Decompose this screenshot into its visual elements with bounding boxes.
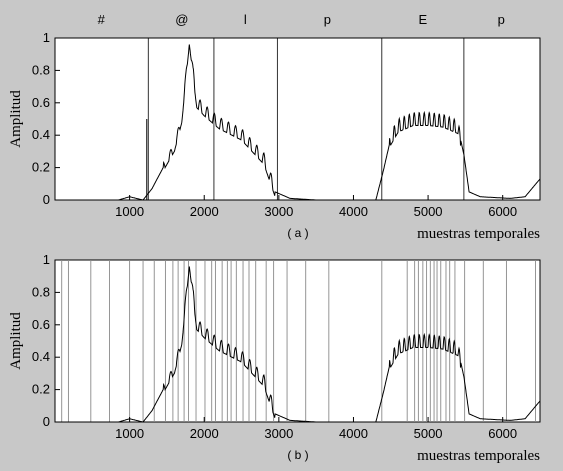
segment-boundaries-b bbox=[61, 260, 536, 422]
x-tick-label: 3000 bbox=[264, 426, 293, 441]
plot-area-b bbox=[54, 259, 541, 423]
x-axis-label-b: muestras temporales bbox=[417, 448, 540, 464]
x-tick-label: 1000 bbox=[115, 204, 144, 219]
panel-b: 1000 2000 3000 4000 5000 6000 00.20.40.60.81 … bbox=[8, 252, 541, 464]
segment-label: E bbox=[419, 12, 428, 27]
y-tick-label: 0.8 bbox=[32, 284, 50, 299]
panel-label-a: ( a ) bbox=[287, 226, 308, 240]
y-tick-label: 0.6 bbox=[32, 317, 50, 332]
y-tick-label: 0.4 bbox=[32, 349, 50, 364]
x-tick-label: 2000 bbox=[190, 426, 219, 441]
x-ticks-a: 1000 2000 3000 4000 5000 6000 bbox=[115, 195, 517, 219]
segment-label: @ bbox=[175, 12, 188, 27]
panel-a: 1000 2000 3000 4000 5000 6000 00.20.40.60.81 … bbox=[8, 12, 541, 242]
amplitude-curve-a bbox=[55, 44, 541, 201]
y-axis-label-a: Amplitud bbox=[8, 90, 24, 148]
y-tick-label: 1 bbox=[43, 30, 50, 45]
segment-label: p bbox=[498, 12, 505, 27]
y-tick-label: 0.6 bbox=[32, 95, 50, 110]
y-tick-label: 0 bbox=[43, 414, 50, 429]
x-ticks-b: 1000 2000 3000 4000 5000 6000 bbox=[115, 417, 517, 441]
y-tick-label: 1 bbox=[43, 252, 50, 267]
y-tick-label: 0.8 bbox=[32, 62, 50, 77]
segment-boundaries-a bbox=[147, 38, 465, 200]
x-tick-label: 2000 bbox=[190, 204, 219, 219]
y-axis-label-b: Amplitud bbox=[8, 312, 24, 370]
segment-label: p bbox=[324, 12, 331, 27]
y-tick-label: 0.4 bbox=[32, 127, 50, 142]
segment-label: # bbox=[98, 12, 106, 27]
y-ticks-b: 0 0.2 0.4 0.6 0.8 1 bbox=[32, 252, 60, 429]
x-tick-label: 4000 bbox=[339, 426, 368, 441]
x-tick-label: 5000 bbox=[414, 426, 443, 441]
x-tick-label: 6000 bbox=[488, 426, 517, 441]
y-tick-label: 0.2 bbox=[32, 382, 50, 397]
panel-label-b: ( b ) bbox=[287, 448, 308, 462]
plot-area-a bbox=[54, 37, 541, 201]
segment-label: l bbox=[244, 12, 247, 27]
y-tick-label: 0 bbox=[43, 192, 50, 207]
x-tick-label: 6000 bbox=[488, 204, 517, 219]
x-tick-label: 1000 bbox=[115, 426, 144, 441]
x-tick-label: 4000 bbox=[339, 204, 368, 219]
x-axis-label-a: muestras temporales bbox=[417, 226, 540, 242]
x-tick-label: 5000 bbox=[414, 204, 443, 219]
y-tick-label: 0.2 bbox=[32, 160, 50, 175]
x-tick-label: 3000 bbox=[264, 204, 293, 219]
amplitude-curve-b bbox=[55, 266, 541, 423]
y-ticks-a: 0 0.2 0.4 0.6 0.8 1 bbox=[32, 30, 60, 207]
